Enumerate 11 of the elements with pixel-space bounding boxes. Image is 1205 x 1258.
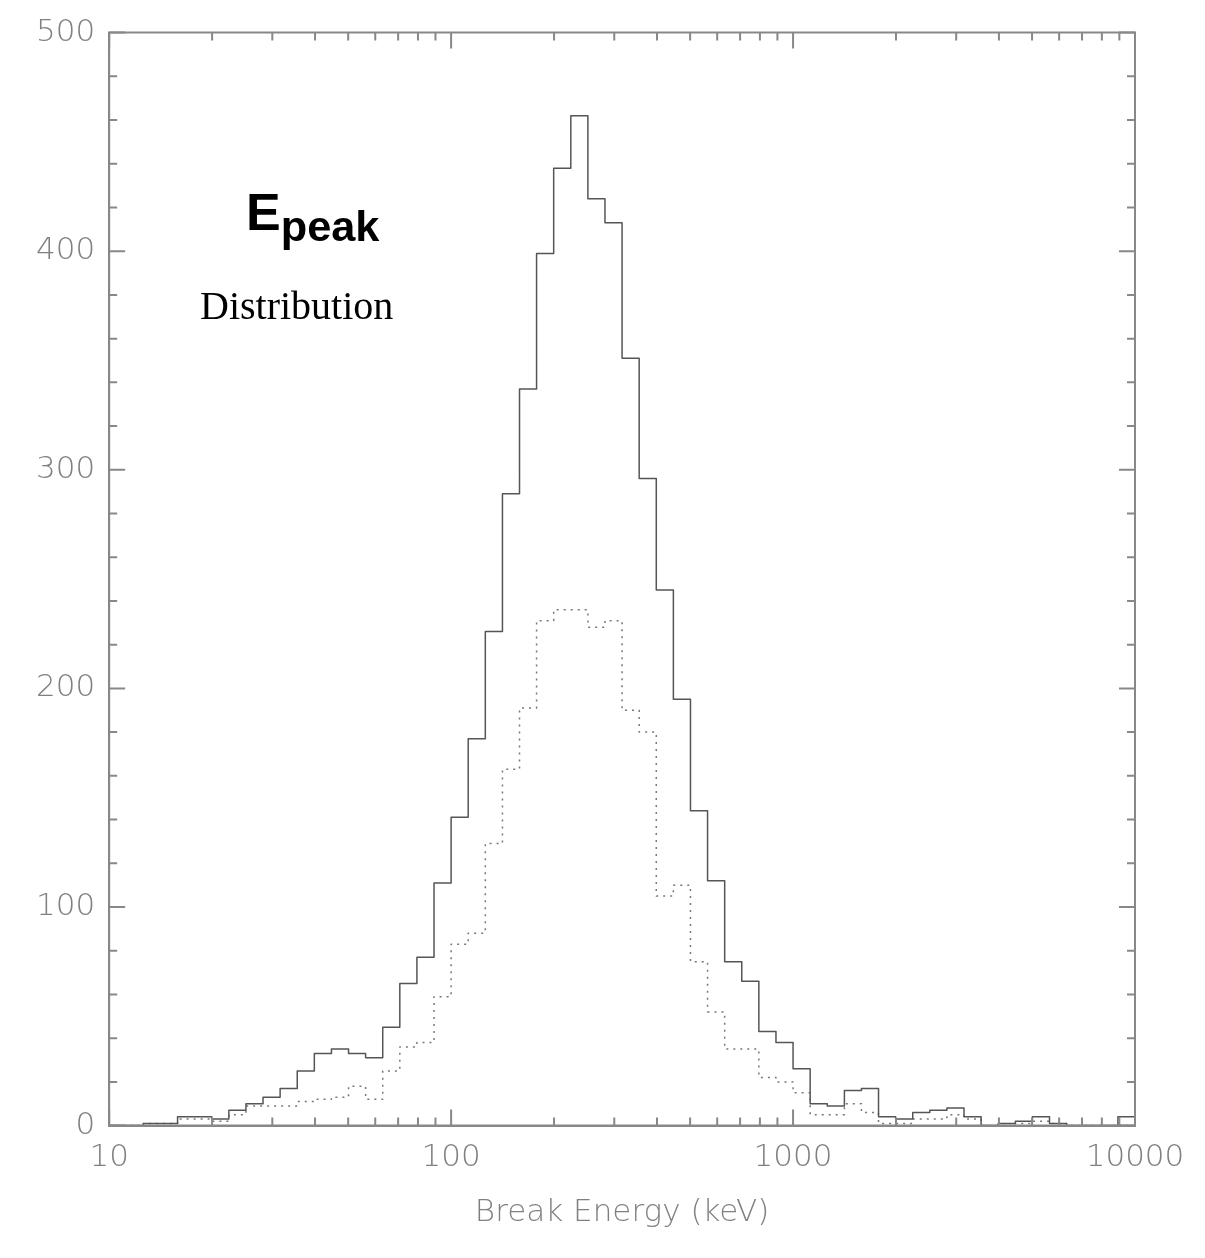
y-tick-label: 200 [36,667,96,704]
annotation: Distribution [200,282,394,329]
x-tick-label: 1000 [753,1137,833,1174]
y-tick-label: 300 [36,448,96,485]
annotation: E$_{peak}$ [246,182,380,252]
x-axis-title: Break Energy (keV) [474,1192,770,1229]
y-tick-label: 400 [36,230,96,267]
y-tick-label: 100 [36,886,96,923]
x-tick-label: 10000 [1085,1137,1185,1174]
x-tick-label: 100 [421,1137,481,1174]
y-tick-label: 500 [36,11,96,48]
